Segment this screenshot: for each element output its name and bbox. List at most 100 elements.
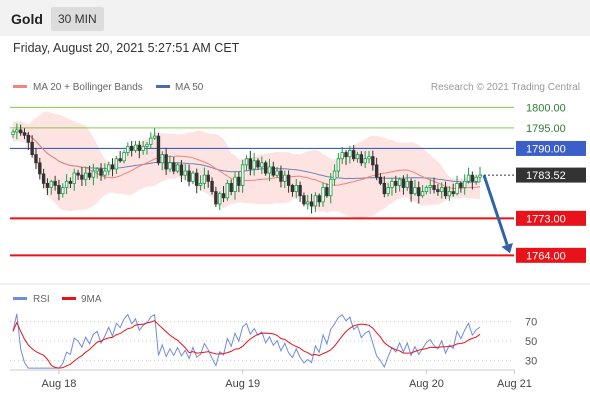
ma20-legend-label: MA 20 + Bollinger Bands xyxy=(33,82,143,93)
current-price-box xyxy=(516,167,586,183)
candle-body xyxy=(355,154,360,160)
level-label: 1795.00 xyxy=(526,123,566,135)
candle-body xyxy=(440,187,444,193)
level-label: 1764.00 xyxy=(526,250,566,262)
candle-body xyxy=(351,150,356,160)
candle-body xyxy=(126,145,130,153)
candle-body xyxy=(64,180,69,188)
candle-body xyxy=(18,129,23,134)
level-label-box xyxy=(516,210,586,226)
candle-body xyxy=(99,168,103,176)
candle-body xyxy=(225,182,230,199)
candle-body xyxy=(95,168,99,172)
candle-body xyxy=(344,152,348,158)
candle-body xyxy=(359,154,364,164)
candle-body xyxy=(321,187,325,203)
candle-body xyxy=(263,162,268,174)
candle-body xyxy=(363,158,367,164)
candle-body xyxy=(244,158,249,166)
candle-body xyxy=(317,195,321,203)
candle-body xyxy=(294,185,298,193)
timestamp: Friday, August 20, 2021 5:27:51 AM CET xyxy=(13,41,240,55)
candle-body xyxy=(248,158,253,170)
candle-body xyxy=(283,174,287,182)
candle-body xyxy=(382,182,386,195)
rsi-tick-label: 50 xyxy=(525,336,537,348)
candle-body xyxy=(191,172,195,182)
candle-body xyxy=(233,176,237,193)
ma50-legend-label: MA 50 xyxy=(175,82,204,93)
candle-body xyxy=(420,191,425,197)
candle-body xyxy=(271,166,275,176)
candle-body xyxy=(41,173,46,184)
candle-body xyxy=(313,195,318,207)
x-tick-label: Aug 18 xyxy=(41,378,76,390)
candle-body xyxy=(386,187,390,195)
candle-body xyxy=(409,180,413,195)
candle-body xyxy=(459,182,463,188)
candle-body xyxy=(103,170,107,176)
candle-body xyxy=(340,152,344,160)
candle-body xyxy=(168,162,172,170)
candle-body xyxy=(217,193,222,205)
candle-body xyxy=(332,170,337,180)
candle-body xyxy=(195,172,199,186)
ma50-legend-swatch xyxy=(156,85,170,88)
candle-body xyxy=(214,191,218,205)
candle-body xyxy=(447,191,452,197)
candle-body xyxy=(202,174,207,184)
candle-body xyxy=(210,180,214,193)
candle-body xyxy=(298,185,302,197)
candle-body xyxy=(275,170,279,176)
candle-body xyxy=(478,174,482,178)
candle-body xyxy=(91,170,96,178)
candle-body xyxy=(432,185,436,190)
candle-body xyxy=(87,172,92,178)
candle-body xyxy=(424,187,429,193)
candle-body xyxy=(397,178,402,186)
rsi-tick-label: 70 xyxy=(525,317,537,329)
candle-body xyxy=(53,180,57,186)
candle-body xyxy=(443,187,448,197)
timeframe-button[interactable]: 30 MIN xyxy=(51,7,104,31)
instrument-title: Gold xyxy=(11,11,43,27)
candle-body xyxy=(455,182,459,195)
candle-body xyxy=(451,191,455,195)
candle-body xyxy=(107,164,111,172)
candle-body xyxy=(374,164,379,178)
ma20-line xyxy=(12,130,481,189)
candle-body xyxy=(34,154,38,164)
candle-body xyxy=(68,180,73,184)
candle-body xyxy=(149,137,153,145)
x-tick-label: Aug 19 xyxy=(225,378,260,390)
header-bar: Gold 30 MIN xyxy=(0,0,590,36)
candle-body xyxy=(156,135,161,164)
candle-body xyxy=(80,174,84,180)
ma9-legend-label: 9MA xyxy=(81,294,102,305)
candle-body xyxy=(198,182,203,186)
candle-body xyxy=(15,129,19,133)
candle-body xyxy=(38,162,42,175)
candle-body xyxy=(348,150,352,158)
ma20-legend-swatch xyxy=(13,85,27,88)
candle-body xyxy=(172,162,176,172)
candle-body xyxy=(371,156,375,166)
candle-body xyxy=(405,180,409,188)
candle-body xyxy=(336,158,341,172)
candle-body xyxy=(206,174,210,182)
rsi-legend-label: RSI xyxy=(33,294,50,305)
candle-body xyxy=(237,176,241,186)
rsi-legend-swatch xyxy=(13,297,27,300)
candle-body xyxy=(474,176,478,182)
candle-body xyxy=(462,180,467,188)
candle-body xyxy=(118,158,122,162)
candle-body xyxy=(183,170,187,176)
candle-body xyxy=(240,164,245,186)
rsi-ma-line xyxy=(12,320,481,369)
candle-body xyxy=(229,182,233,193)
candle-body xyxy=(309,201,314,207)
candle-body xyxy=(256,160,260,168)
candle-body xyxy=(129,145,134,151)
candle-body xyxy=(152,135,157,139)
candle-body xyxy=(110,164,115,170)
